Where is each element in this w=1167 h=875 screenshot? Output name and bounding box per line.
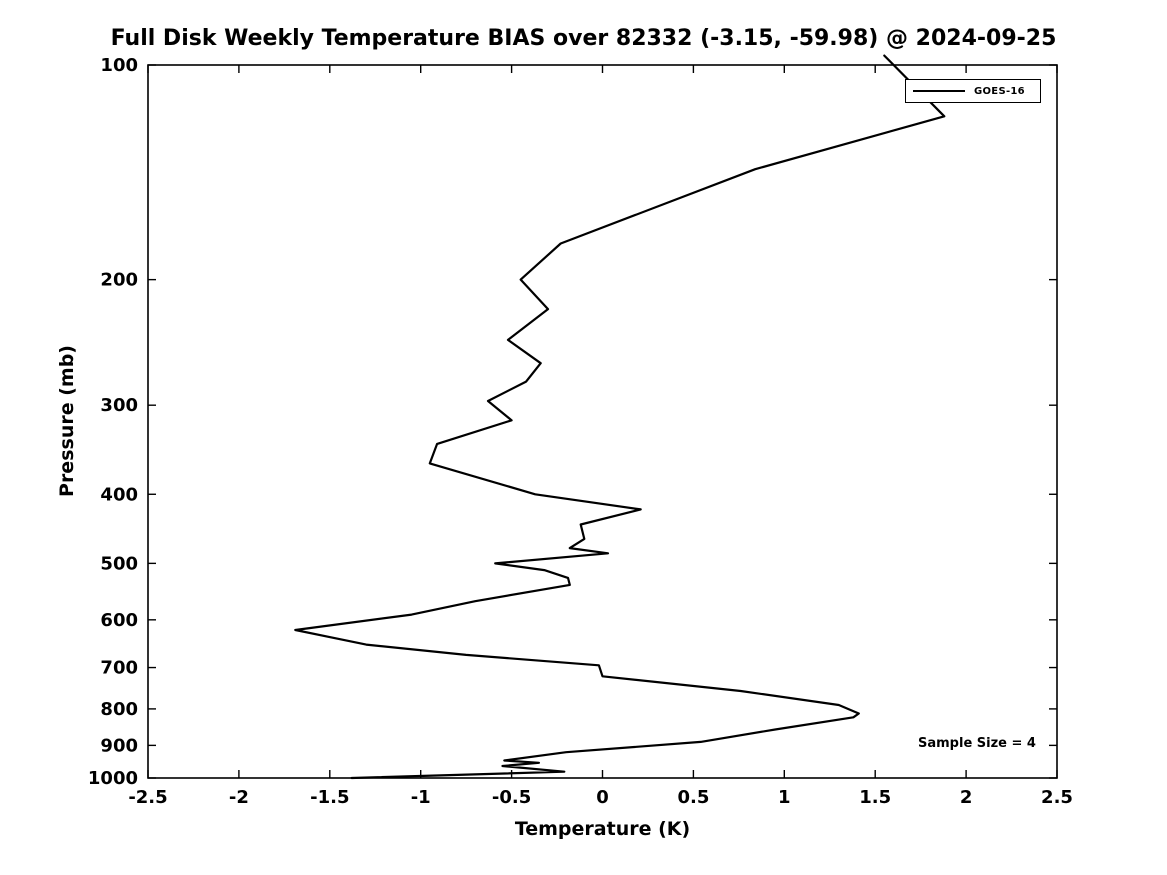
y-tick-label: 400 [100, 484, 138, 505]
legend-line-sample-icon [913, 90, 965, 92]
x-tick-label: 1 [778, 787, 791, 808]
y-tick-label: 300 [100, 395, 138, 416]
x-axis-label: Temperature (K) [514, 818, 691, 840]
y-tick-label: 600 [100, 610, 138, 631]
x-tick-label: -1.5 [310, 787, 349, 808]
x-tick-label: 2.5 [1041, 787, 1073, 808]
x-tick-label: 2 [960, 787, 973, 808]
chart-title: Full Disk Weekly Temperature BIAS over 8… [110, 26, 1057, 51]
x-tick-label: 1.5 [859, 787, 891, 808]
y-tick-label: 500 [100, 553, 138, 574]
x-tick-label: 0.5 [677, 787, 709, 808]
y-tick-label: 1000 [88, 768, 138, 789]
legend: GOES-16 [905, 79, 1041, 103]
sample-size-annotation: Sample Size = 4 [918, 736, 1036, 751]
y-tick-label: 100 [100, 55, 138, 76]
x-tick-label: -1 [411, 787, 431, 808]
y-axis-label: Pressure (mb) [56, 345, 78, 497]
y-tick-label: 200 [100, 270, 138, 291]
legend-entry-label: GOES-16 [974, 85, 1025, 97]
data-line-goes16 [294, 54, 946, 780]
y-tick-label: 800 [100, 699, 138, 720]
x-tick-label: 0 [596, 787, 609, 808]
y-tick-label: 700 [100, 658, 138, 679]
y-tick-label: 900 [100, 735, 138, 756]
axes-box [147, 64, 1058, 779]
x-tick-label: -0.5 [492, 787, 531, 808]
x-tick-label: -2.5 [128, 787, 167, 808]
x-tick-label: -2 [229, 787, 249, 808]
